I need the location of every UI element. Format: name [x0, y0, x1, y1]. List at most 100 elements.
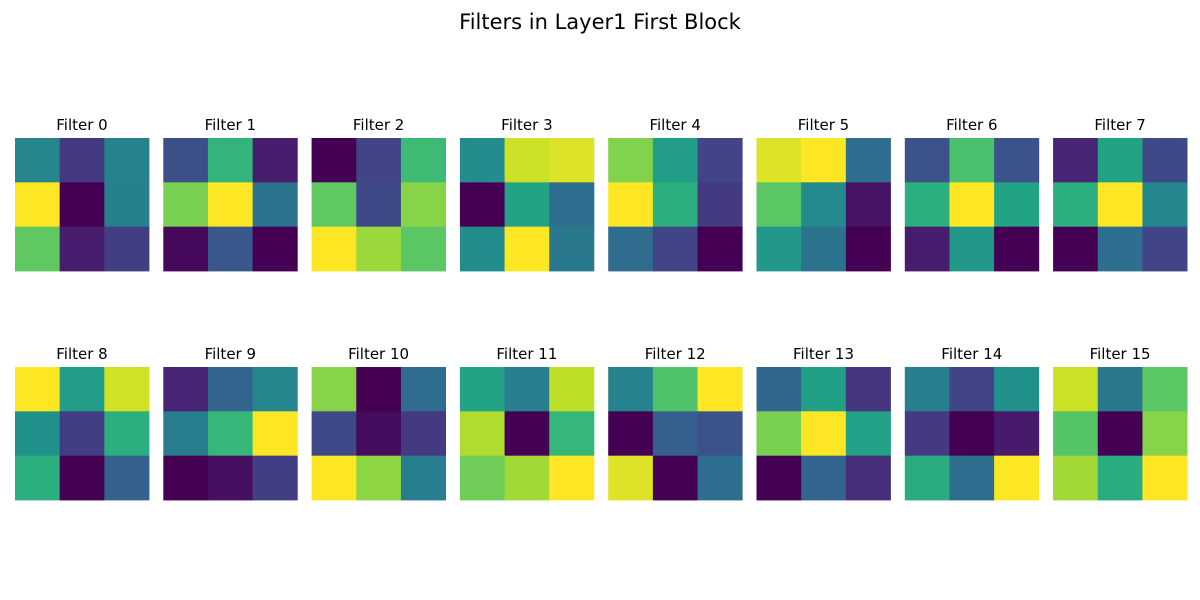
heatmap-cell	[1053, 455, 1099, 501]
heatmap-cell	[697, 138, 743, 183]
heatmap-cell	[59, 411, 105, 457]
heatmap-cell	[207, 411, 254, 457]
heatmap-cell	[845, 182, 891, 228]
heatmap-cell	[1142, 411, 1188, 457]
filter-title: Filter 9	[205, 345, 256, 363]
heatmap-cell	[549, 226, 595, 272]
heatmap-cell	[994, 226, 1040, 272]
heatmap-cell	[608, 226, 654, 272]
heatmap-cell	[608, 367, 654, 412]
heatmap-cell	[15, 138, 61, 183]
heatmap-cell	[904, 226, 950, 272]
heatmap-cell	[1053, 411, 1099, 457]
heatmap-cell	[904, 411, 950, 457]
filter-title: Filter 0	[56, 116, 107, 134]
heatmap-cell	[1097, 226, 1143, 272]
heatmap-cell	[311, 411, 357, 457]
heatmap-cell	[252, 138, 298, 183]
filter-title: Filter 11	[496, 345, 557, 363]
filter-title: Filter 4	[649, 116, 700, 134]
heatmap-cell	[104, 411, 150, 457]
heatmap-cell	[845, 411, 891, 457]
filter-panel-12: Filter 12	[608, 345, 743, 501]
heatmap-cell	[1142, 138, 1188, 183]
heatmap-cell	[459, 455, 505, 501]
heatmap-cell	[459, 138, 505, 183]
heatmap-cell	[1053, 138, 1099, 183]
heatmap-cell	[356, 411, 402, 457]
heatmap-cell	[504, 455, 550, 501]
heatmap-cell	[400, 138, 446, 183]
heatmap-cell	[59, 455, 105, 501]
heatmap-cell	[459, 226, 505, 272]
heatmap-cell	[1142, 226, 1188, 272]
filter-title: Filter 12	[645, 345, 706, 363]
heatmap-cell	[459, 367, 505, 412]
heatmap-cell	[549, 138, 595, 183]
heatmap-cell	[104, 226, 150, 272]
heatmap-cell	[549, 455, 595, 501]
filter-panel-11: Filter 11	[459, 345, 595, 501]
heatmap-cell	[163, 367, 209, 412]
heatmap-cell	[59, 226, 105, 272]
figure-title: Filters in Layer1 First Block	[459, 10, 741, 34]
filter-panel-5: Filter 5	[756, 116, 891, 272]
heatmap-cell	[356, 367, 402, 412]
filter-title: Filter 6	[946, 116, 997, 134]
heatmap-cell	[756, 411, 802, 457]
heatmap-cell	[356, 138, 402, 183]
heatmap-cell	[845, 226, 891, 272]
heatmap-cell	[400, 182, 446, 228]
heatmap-cell	[697, 455, 743, 501]
heatmap-cell	[801, 182, 847, 228]
heatmap-cell	[549, 182, 595, 228]
heatmap-cell	[756, 455, 802, 501]
heatmap-cell	[1097, 367, 1143, 412]
heatmap-cell	[949, 411, 995, 457]
heatmap-cell	[994, 182, 1040, 228]
heatmap-cell	[59, 182, 105, 228]
heatmap-cell	[311, 367, 357, 412]
filter-title: Filter 1	[205, 116, 256, 134]
heatmap-cell	[504, 226, 550, 272]
filter-panel-1: Filter 1	[163, 116, 298, 272]
filter-panel-4: Filter 4	[608, 116, 743, 272]
heatmap-cell	[356, 182, 402, 228]
heatmap-cell	[252, 182, 298, 228]
heatmap-cell	[801, 455, 847, 501]
heatmap-cell	[801, 411, 847, 457]
heatmap-cell	[104, 367, 150, 412]
heatmap-cell	[801, 138, 847, 183]
heatmap-cell	[904, 455, 950, 501]
heatmap-cell	[949, 138, 995, 183]
heatmap-cell	[311, 182, 357, 228]
heatmap-cell	[845, 138, 891, 183]
heatmap-cell	[400, 226, 446, 272]
filter-title: Filter 13	[793, 345, 854, 363]
heatmap-cell	[549, 367, 595, 412]
heatmap-cell	[459, 411, 505, 457]
heatmap-cell	[1097, 182, 1143, 228]
heatmap-cell	[504, 411, 550, 457]
heatmap-cell	[652, 455, 698, 501]
heatmap-cell	[163, 182, 209, 228]
heatmap-cell	[163, 411, 209, 457]
heatmap-cell	[608, 182, 654, 228]
heatmap-cell	[904, 182, 950, 228]
heatmap-cell	[756, 182, 802, 228]
heatmap-cell	[104, 182, 150, 228]
heatmap-cell	[904, 367, 950, 412]
heatmap-cell	[756, 226, 802, 272]
heatmap-cell	[459, 182, 505, 228]
heatmap-cell	[949, 182, 995, 228]
heatmap-cell	[207, 138, 254, 183]
heatmap-cell	[652, 411, 698, 457]
heatmap-cell	[59, 138, 105, 183]
heatmap-cell	[15, 455, 61, 501]
heatmap-cell	[652, 367, 698, 412]
heatmap-cell	[994, 411, 1040, 457]
filter-title: Filter 15	[1090, 345, 1151, 363]
filter-panel-9: Filter 9	[163, 345, 298, 501]
heatmap-cell	[252, 455, 298, 501]
